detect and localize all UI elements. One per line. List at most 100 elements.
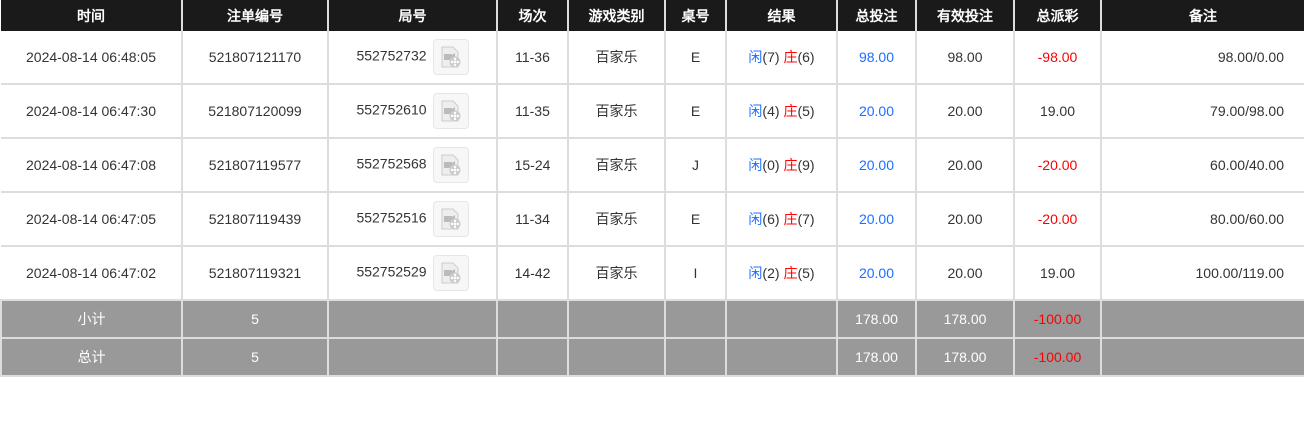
bet-id: 521807121170 [181, 31, 328, 85]
column-header: 注单编号 [181, 0, 328, 31]
column-header: 结果 [725, 0, 837, 31]
banker-value: (7) [797, 211, 815, 227]
game-type: 百家乐 [567, 246, 665, 301]
summary-label: 小计 [0, 300, 182, 339]
game-type: 百家乐 [567, 84, 665, 139]
video-replay-icon[interactable] [432, 255, 469, 291]
round-cell: 552752610 [327, 84, 497, 139]
banker-label: 庄 [783, 211, 798, 227]
banker-value: (5) [797, 265, 815, 281]
column-header: 有效投注 [915, 0, 1014, 31]
result: 闲(7) 庄(6) [725, 31, 837, 85]
total-bet: 20.00 [836, 138, 916, 193]
session: 11-35 [496, 84, 568, 139]
table-no: E [664, 84, 726, 139]
result: 闲(4) 庄(5) [725, 84, 837, 139]
round-cell: 552752516 [327, 192, 497, 247]
session: 15-24 [496, 138, 568, 193]
valid-bet: 20.00 [915, 246, 1014, 301]
summary-count: 5 [181, 300, 328, 339]
summary-label: 总计 [0, 338, 182, 377]
payout: 19.00 [1013, 246, 1101, 301]
total-bet: 20.00 [836, 192, 916, 247]
remark: 79.00/98.00 [1100, 84, 1304, 139]
table-header: 时间 注单编号 局号 场次 游戏类别 桌号 结果 总投注 有效投注 总派彩 备注 [1, 0, 1304, 31]
result: 闲(0) 庄(9) [725, 138, 837, 193]
remark: 98.00/0.00 [1100, 31, 1304, 85]
bet-id: 521807119321 [181, 246, 328, 301]
player-value: (0) [762, 157, 780, 173]
summary-row: 总计 5 178.00 178.00 -100.00 [0, 338, 1304, 377]
summary-count: 5 [181, 338, 328, 377]
banker-label: 庄 [783, 49, 798, 65]
result: 闲(6) 庄(7) [725, 192, 837, 247]
summary-payout: -100.00 [1013, 338, 1101, 377]
column-header: 时间 [1, 0, 182, 31]
banker-value: (5) [797, 103, 815, 119]
total-bet: 20.00 [836, 84, 916, 139]
bet-records-table: 时间 注单编号 局号 场次 游戏类别 桌号 结果 总投注 有效投注 总派彩 备注 2024-08-1… [0, 0, 1304, 377]
bet-time: 2024-08-14 06:47:05 [1, 192, 182, 247]
table-no: E [664, 192, 726, 247]
payout: 19.00 [1013, 84, 1101, 139]
payout: -98.00 [1013, 31, 1101, 85]
remark: 100.00/119.00 [1100, 246, 1304, 301]
table-no: E [664, 31, 726, 85]
player-label: 闲 [748, 265, 763, 281]
column-header: 总派彩 [1013, 0, 1101, 31]
bet-id: 521807119577 [181, 138, 328, 193]
summary-total: 178.00 [836, 338, 916, 377]
valid-bet: 20.00 [915, 192, 1014, 247]
video-replay-icon[interactable] [432, 93, 469, 129]
banker-label: 庄 [783, 265, 798, 281]
player-label: 闲 [748, 211, 763, 227]
player-label: 闲 [748, 49, 763, 65]
player-label: 闲 [748, 157, 763, 173]
player-value: (7) [762, 49, 780, 65]
table-no: I [664, 246, 726, 301]
round-id: 552752529 [356, 263, 427, 280]
remark: 60.00/40.00 [1100, 138, 1304, 193]
round-id: 552752732 [356, 47, 427, 64]
summary-total: 178.00 [836, 300, 916, 339]
game-type: 百家乐 [567, 138, 665, 193]
round-id: 552752516 [356, 209, 427, 226]
valid-bet: 98.00 [915, 31, 1014, 85]
session: 14-42 [496, 246, 568, 301]
round-id: 552752610 [356, 101, 427, 118]
summary-payout: -100.00 [1013, 300, 1101, 339]
bet-time: 2024-08-14 06:47:08 [1, 138, 182, 193]
player-value: (2) [762, 265, 780, 281]
bet-id: 521807120099 [181, 84, 328, 139]
video-replay-icon[interactable] [432, 201, 469, 237]
banker-label: 庄 [783, 103, 798, 119]
summary-row: 小计 5 178.00 178.00 -100.00 [0, 300, 1304, 339]
column-header: 局号 [327, 0, 497, 31]
video-replay-icon[interactable] [432, 39, 469, 75]
summary-valid: 178.00 [915, 338, 1014, 377]
session: 11-36 [496, 31, 568, 85]
table-row: 2024-08-14 06:47:05 521807119439 5527525… [1, 192, 1304, 247]
total-bet: 20.00 [836, 246, 916, 301]
column-header: 桌号 [664, 0, 726, 31]
bet-time: 2024-08-14 06:47:02 [1, 246, 182, 301]
table-row: 2024-08-14 06:48:05 521807121170 5527527… [1, 31, 1304, 85]
game-type: 百家乐 [567, 192, 665, 247]
game-type: 百家乐 [567, 31, 665, 85]
video-replay-icon[interactable] [432, 147, 469, 183]
table-row: 2024-08-14 06:47:30 521807120099 5527526… [1, 84, 1304, 139]
banker-value: (6) [797, 49, 815, 65]
player-value: (4) [762, 103, 780, 119]
result: 闲(2) 庄(5) [725, 246, 837, 301]
round-cell: 552752568 [327, 138, 497, 193]
column-header: 场次 [496, 0, 568, 31]
table-no: J [664, 138, 726, 193]
round-id: 552752568 [356, 155, 427, 172]
session: 11-34 [496, 192, 568, 247]
valid-bet: 20.00 [915, 138, 1014, 193]
bet-time: 2024-08-14 06:48:05 [1, 31, 182, 85]
valid-bet: 20.00 [915, 84, 1014, 139]
bet-time: 2024-08-14 06:47:30 [1, 84, 182, 139]
summary-valid: 178.00 [915, 300, 1014, 339]
column-header: 游戏类别 [567, 0, 665, 31]
